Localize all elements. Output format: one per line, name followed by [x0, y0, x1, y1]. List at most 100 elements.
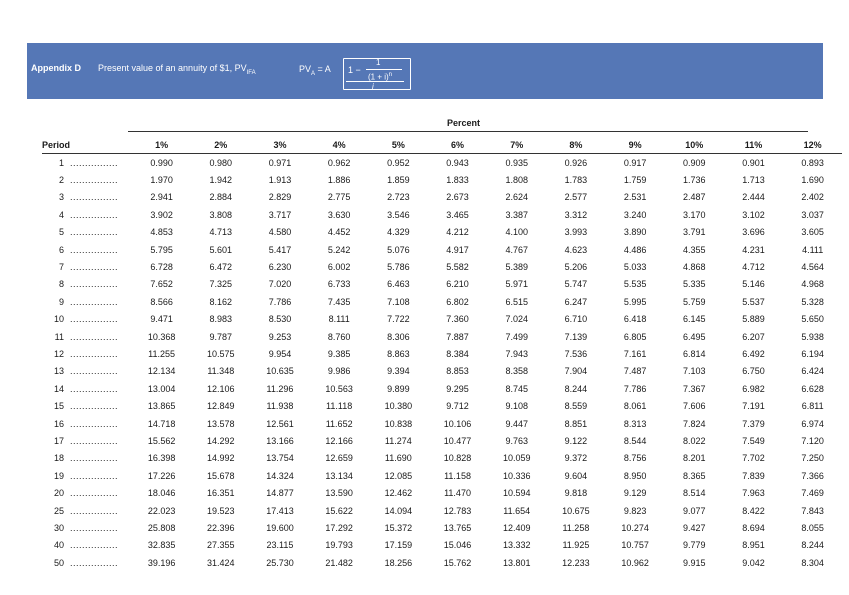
table-row: 16.............................. 14.718 13…	[42, 415, 842, 432]
pv-value-cell: 6.814	[683, 348, 706, 359]
leader-dots: ..............................	[70, 540, 118, 551]
pv-value-cell: 5.971	[505, 279, 528, 290]
pv-value-cell: 13.801	[502, 557, 531, 568]
pv-value-cell: 32.835	[147, 540, 176, 551]
formula-lhs: PVA = A	[299, 64, 331, 77]
leader-dots: ..............................	[70, 192, 118, 203]
table-row: 25.............................. 22.023 19…	[42, 502, 842, 519]
pv-value-cell: 3.890	[623, 227, 647, 238]
pv-value-cell: 4.355	[683, 244, 706, 255]
pv-value-cell: 14.992	[207, 453, 235, 464]
pv-value-cell: 6.750	[742, 366, 765, 377]
pv-value-cell: 4.623	[564, 244, 588, 255]
pv-value-cell: 5.328	[801, 296, 824, 307]
pv-value-cell: 9.471	[150, 314, 173, 325]
pv-value-cell: 13.332	[502, 540, 531, 551]
pv-value-cell: 7.963	[742, 488, 765, 499]
pv-value-cell: 11.274	[384, 435, 412, 446]
pv-value-cell: 3.102	[742, 209, 765, 220]
pv-value-cell: 14.324	[266, 470, 294, 481]
pv-value-cell: 6.805	[623, 331, 647, 342]
pv-value-cell: 19.600	[266, 522, 294, 533]
pv-value-cell: 0.909	[683, 157, 706, 168]
pv-value-cell: 11.118	[326, 401, 353, 412]
pv-value-cell: 7.786	[623, 383, 647, 394]
leader-dots: ..............................	[70, 175, 118, 186]
pv-value-cell: 8.544	[623, 435, 647, 446]
annuity-formula: PVA = A 1 − 1 (1 + i)n i	[299, 58, 439, 91]
formula-equals-a: = A	[317, 64, 331, 74]
pv-value-cell: 4.713	[209, 227, 233, 238]
table-row: 2.............................. 1.970 1.94…	[42, 171, 842, 188]
pv-value-cell: 13.590	[325, 488, 353, 499]
pv-value-cell: 8.951	[742, 540, 765, 551]
pv-value-cell: 5.938	[801, 331, 824, 342]
pv-value-cell: 9.385	[327, 348, 351, 359]
pv-value-cell: 10.274	[621, 522, 649, 533]
formula-outer-denominator: i	[372, 82, 374, 91]
pv-value-cell: 7.786	[268, 296, 292, 307]
period-number: 13	[53, 366, 64, 377]
pv-value-cell: 6.247	[564, 296, 588, 307]
pv-value-cell: 9.915	[683, 557, 706, 568]
pv-value-cell: 10.838	[384, 418, 413, 429]
pv-value-cell: 10.477	[443, 435, 472, 446]
pv-value-cell: 1.833	[446, 175, 469, 186]
table-row: 10.............................. 9.471 8.9…	[42, 311, 842, 328]
table-row: 8.............................. 7.652 7.32…	[42, 276, 842, 293]
period-cell: 8..............................	[42, 276, 132, 293]
pv-value-cell: 10.059	[502, 453, 531, 464]
pv-value-cell: 5.206	[564, 262, 588, 273]
leader-dots: ..............................	[70, 383, 118, 394]
pv-value-cell: 4.329	[387, 227, 410, 238]
pv-value-cell: 4.564	[801, 262, 824, 273]
pv-value-cell: 11.348	[207, 366, 235, 377]
pv-value-cell: 1.942	[209, 175, 233, 186]
pv-value-cell: 7.103	[683, 366, 706, 377]
pv-value-cell: 8.358	[505, 366, 528, 377]
pv-value-cell: 1.808	[505, 175, 528, 186]
pv-value-cell: 11.938	[266, 401, 294, 412]
period-cell: 1..............................	[42, 154, 132, 172]
pv-value-cell: 3.387	[505, 209, 528, 220]
period-number: 17	[53, 435, 64, 446]
pv-value-cell: 7.702	[742, 453, 765, 464]
pv-value-cell: 0.917	[623, 157, 647, 168]
period-cell: 9..............................	[42, 293, 132, 310]
pv-value-cell: 31.424	[207, 557, 235, 568]
pv-value-cell: 8.384	[446, 348, 469, 359]
pv-value-cell: 0.943	[446, 157, 469, 168]
pv-value-cell: 7.606	[683, 401, 706, 412]
rate-header: 12%	[803, 140, 822, 150]
leader-dots: ..............................	[70, 262, 118, 273]
pv-value-cell: 4.111	[802, 244, 824, 255]
pv-value-cell: 17.159	[384, 540, 413, 551]
leader-dots: ..............................	[70, 157, 118, 168]
period-number: 20	[53, 488, 64, 499]
pv-value-cell: 2.531	[623, 192, 647, 203]
period-number: 3	[58, 192, 64, 203]
pv-value-cell: 9.042	[742, 557, 765, 568]
pv-value-cell: 4.853	[150, 227, 173, 238]
pv-value-cell: 5.601	[209, 244, 233, 255]
rate-header: 5%	[391, 140, 405, 150]
pv-value-cell: 12.409	[502, 522, 531, 533]
pv-value-cell: 9.954	[268, 348, 292, 359]
pv-value-cell: 6.974	[801, 418, 824, 429]
pv-value-cell: 1.859	[387, 175, 410, 186]
leader-dots: ..............................	[70, 296, 118, 307]
pv-value-cell: 14.094	[384, 505, 413, 516]
table-row: 19.............................. 17.226 15…	[42, 467, 842, 484]
formula-pv-subscript: A	[311, 70, 316, 77]
period-cell: 4..............................	[42, 206, 132, 223]
pv-value-cell: 2.444	[742, 192, 765, 203]
pv-value-cell: 2.884	[209, 192, 233, 203]
period-cell: 50..............................	[42, 554, 132, 571]
pv-value-cell: 5.582	[446, 262, 469, 273]
pv-value-cell: 10.635	[266, 366, 294, 377]
rate-header: 2%	[214, 140, 228, 150]
pv-value-cell: 13.765	[443, 522, 472, 533]
pv-value-cell: 11.470	[444, 488, 471, 499]
pv-value-cell: 6.802	[446, 296, 469, 307]
pv-value-cell: 2.829	[268, 192, 292, 203]
